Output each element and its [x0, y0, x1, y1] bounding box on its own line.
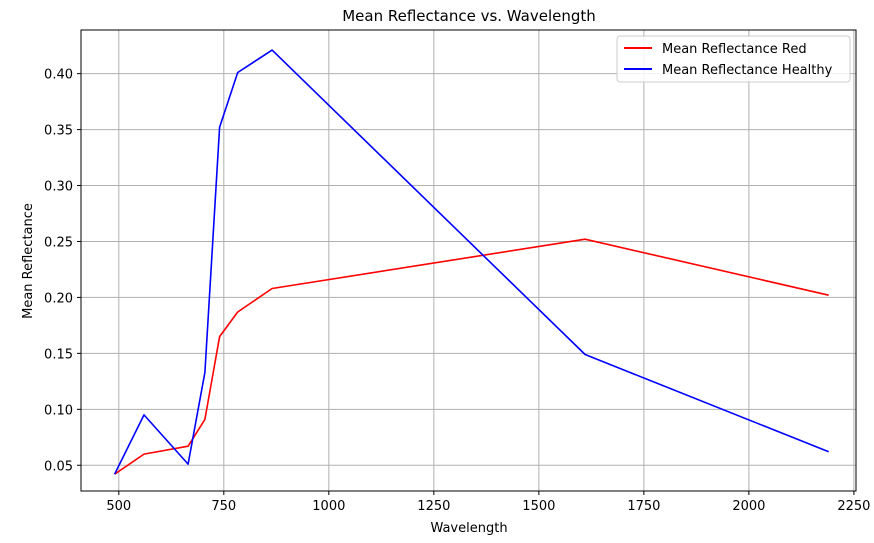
y-tick-label: 0.10	[44, 403, 73, 418]
x-tick-label: 2250	[837, 499, 870, 514]
series-line-healthy	[113, 49, 829, 475]
series-lines	[113, 49, 829, 475]
x-tick-label: 2000	[732, 499, 765, 514]
legend-box	[616, 35, 851, 83]
grid	[81, 30, 856, 491]
legend-label-red: Mean Reflectance Red	[662, 42, 807, 57]
y-tick-label: 0.15	[44, 347, 73, 362]
y-tick-label: 0.40	[44, 68, 73, 83]
y-axis-label: Mean Reflectance	[21, 203, 36, 319]
y-tick-label: 0.35	[44, 124, 73, 139]
axis-ticks: 500 750 1000 1250 1500 1750 2000 2250 0.05 0.10 0.…	[44, 68, 870, 514]
y-tick-label: 0.05	[44, 459, 73, 474]
chart-title: Mean Reflectance vs. Wavelength	[342, 7, 596, 25]
legend-label-healthy: Mean Reflectance Healthy	[662, 63, 833, 78]
x-axis-label: Wavelength	[430, 521, 507, 536]
x-tick-label: 1750	[627, 499, 660, 514]
x-tick-label: 1000	[312, 499, 345, 514]
y-tick-label: 0.30	[44, 180, 73, 195]
legend: Mean Reflectance Red Mean Reflectance He…	[616, 35, 851, 83]
y-tick-label: 0.20	[44, 291, 73, 306]
x-tick-label: 750	[211, 499, 236, 514]
y-tick-label: 0.25	[44, 235, 73, 250]
x-tick-label: 500	[106, 499, 131, 514]
x-tick-label: 1250	[417, 499, 450, 514]
x-tick-label: 1500	[522, 499, 555, 514]
series-line-red	[114, 238, 829, 475]
plot-area-frame	[80, 29, 857, 492]
